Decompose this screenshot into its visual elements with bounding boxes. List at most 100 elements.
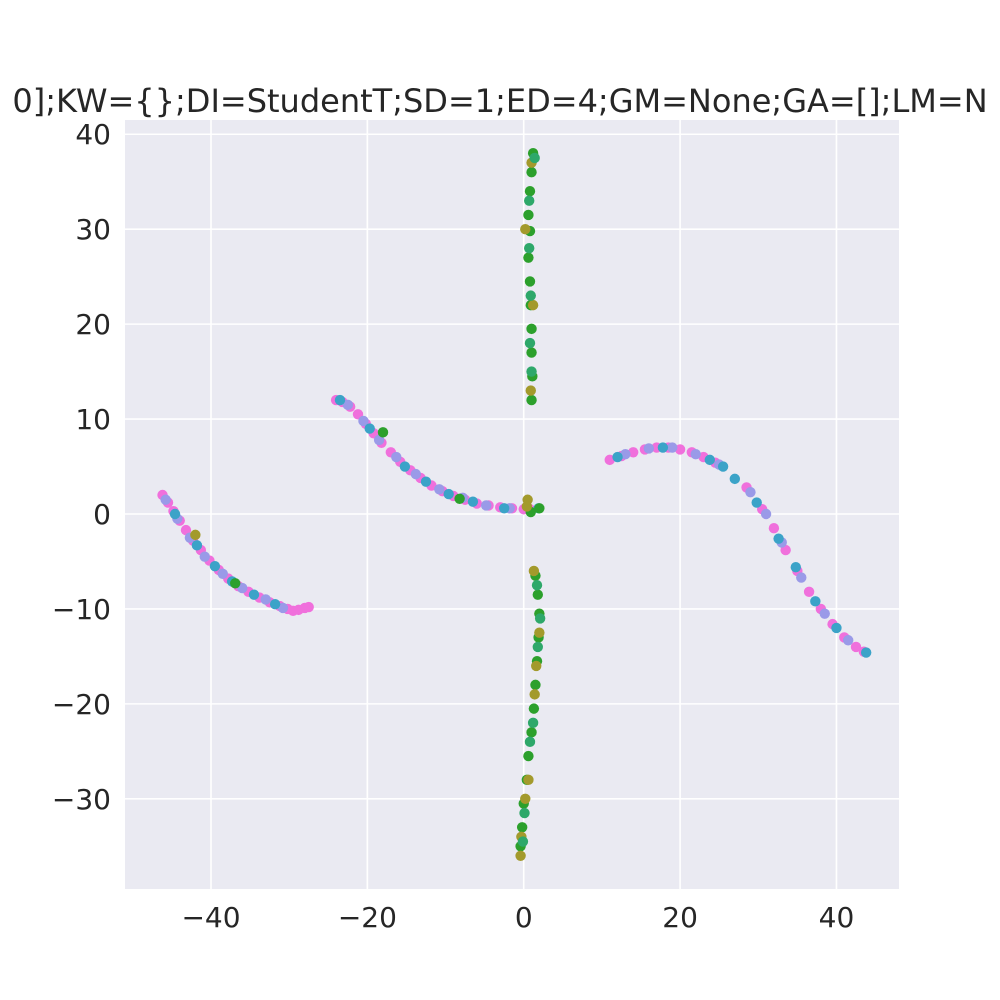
data-point xyxy=(524,736,536,748)
data-point xyxy=(399,461,411,472)
data-point xyxy=(620,448,631,460)
data-point xyxy=(410,468,422,480)
data-point xyxy=(303,601,314,613)
data-point xyxy=(643,443,655,454)
data-point xyxy=(377,427,389,438)
data-point xyxy=(527,717,539,729)
data-point xyxy=(760,508,772,520)
data-point xyxy=(528,703,540,714)
data-point xyxy=(525,385,536,396)
data-point xyxy=(534,613,546,624)
data-point xyxy=(524,195,535,206)
x-tick-labels: −40 −20 0 20 40 xyxy=(181,901,854,934)
data-point xyxy=(517,836,529,847)
data-point xyxy=(434,484,445,495)
data-point xyxy=(796,572,807,583)
y-tick-label: −10 xyxy=(52,593,111,626)
data-point xyxy=(364,423,375,434)
data-point xyxy=(169,508,181,520)
data-point xyxy=(498,503,510,514)
data-point xyxy=(454,493,465,505)
data-point xyxy=(248,589,260,600)
data-point xyxy=(526,366,537,377)
data-point xyxy=(717,461,729,472)
data-point xyxy=(627,447,639,458)
data-point xyxy=(674,444,686,455)
data-point xyxy=(529,689,540,700)
data-point xyxy=(532,589,543,600)
data-point xyxy=(277,602,289,614)
data-point xyxy=(524,276,536,287)
y-tick-label: −30 xyxy=(52,783,111,816)
data-point xyxy=(532,641,543,653)
data-point xyxy=(790,561,801,573)
data-point xyxy=(342,399,354,411)
data-point xyxy=(190,529,201,541)
data-point xyxy=(523,750,534,762)
data-point xyxy=(773,533,784,544)
y-tick-label: −20 xyxy=(52,688,111,721)
data-point xyxy=(531,579,543,591)
data-point xyxy=(842,635,854,646)
data-point xyxy=(803,586,815,598)
data-point xyxy=(528,565,540,577)
data-point xyxy=(612,451,623,463)
data-point xyxy=(526,727,537,738)
data-point xyxy=(523,774,534,786)
data-point xyxy=(420,476,432,487)
data-point xyxy=(751,497,762,508)
data-point xyxy=(520,793,531,805)
data-point xyxy=(520,223,531,235)
y-tick-label: 40 xyxy=(75,118,111,151)
data-point xyxy=(529,152,540,164)
y-tick-label: 30 xyxy=(75,213,111,246)
data-point xyxy=(269,598,281,610)
data-point xyxy=(527,299,539,311)
data-point xyxy=(534,503,545,514)
data-point xyxy=(443,488,454,500)
data-point xyxy=(516,822,528,833)
data-point xyxy=(745,486,756,498)
data-point xyxy=(519,807,530,819)
data-point xyxy=(526,394,537,406)
chart-title: 0];KW={};DI=StudentT;SD=1;ED=4;GM=None;G… xyxy=(12,82,987,120)
data-point xyxy=(526,323,537,335)
x-tick-label: −20 xyxy=(338,901,397,934)
data-point xyxy=(524,242,535,254)
data-point xyxy=(831,622,842,634)
data-point xyxy=(850,641,862,653)
y-tick-labels: −30 −20 −10 0 10 20 30 40 xyxy=(52,118,111,816)
x-tick-label: 40 xyxy=(819,901,855,934)
data-point xyxy=(260,594,271,605)
data-point xyxy=(230,578,241,589)
data-point xyxy=(523,209,534,221)
data-point xyxy=(481,500,492,511)
x-tick-label: 0 xyxy=(515,901,533,934)
data-point xyxy=(860,647,872,658)
data-point xyxy=(191,540,203,551)
data-point xyxy=(657,442,669,453)
data-point xyxy=(521,501,533,512)
data-point xyxy=(729,473,741,485)
data-point xyxy=(515,850,526,861)
data-point xyxy=(819,608,830,619)
data-points xyxy=(157,148,872,861)
data-point xyxy=(525,290,536,301)
data-point xyxy=(523,252,534,263)
data-point xyxy=(217,568,228,580)
data-point xyxy=(526,167,537,178)
data-point xyxy=(467,496,479,507)
data-point xyxy=(531,660,542,672)
y-tick-label: 0 xyxy=(93,498,111,531)
data-point xyxy=(524,186,536,197)
data-point xyxy=(690,448,701,460)
data-point xyxy=(334,394,346,406)
data-point xyxy=(160,494,171,505)
y-tick-label: 20 xyxy=(75,308,111,341)
data-point xyxy=(810,596,821,607)
data-point xyxy=(358,415,369,427)
data-point xyxy=(604,454,615,466)
data-point xyxy=(534,627,545,638)
data-point xyxy=(526,347,537,358)
